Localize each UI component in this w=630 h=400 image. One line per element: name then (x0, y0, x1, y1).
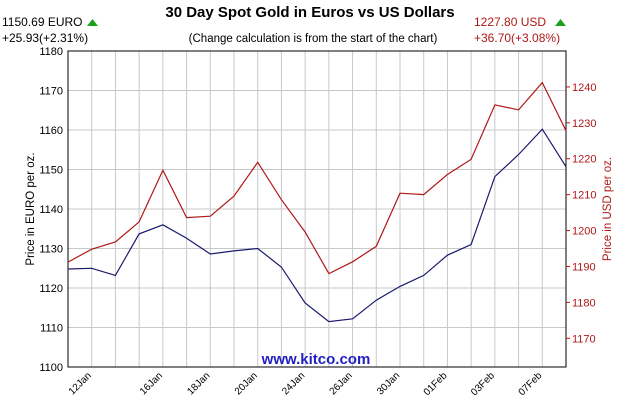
usd-price: 1227.80 USD (474, 15, 546, 29)
usd-up-arrow-icon (555, 19, 566, 26)
left-axis-ticks: 1100 1110 1120 1130 1140 1150 1160 1170 1180 (39, 46, 63, 374)
y-left-tick-label: 1150 (39, 165, 63, 177)
y-left-tick-label: 1100 (39, 362, 63, 374)
plot-area (67, 50, 567, 368)
y-left-axis-label: Price in EURO per oz. (25, 152, 37, 265)
y-left-tick-label: 1130 (39, 244, 63, 256)
chart-title: 30 Day Spot Gold in Euros vs US Dollars (165, 4, 454, 21)
series-line-euro (67, 128, 567, 323)
series-line-usd (67, 81, 567, 275)
y-left-tick-label: 1140 (39, 204, 63, 216)
x-tick-label: 20Jan (233, 370, 260, 397)
y-right-tick-label: 1200 (572, 226, 596, 238)
y-right-tick-label: 1220 (572, 154, 596, 166)
y-left-tick-label: 1160 (39, 125, 63, 137)
y-right-tick-label: 1240 (572, 82, 596, 94)
y-left-tick-label: 1120 (39, 283, 63, 295)
x-tick-label: 26Jan (328, 370, 355, 397)
usd-change: +36.70(+3.08%) (474, 31, 560, 45)
series (67, 81, 567, 323)
y-left-tick-label: 1180 (39, 46, 63, 58)
y-right-tick-label: 1180 (572, 297, 596, 309)
y-right-tick-label: 1190 (572, 261, 596, 273)
euro-up-arrow-icon (87, 19, 98, 26)
y-right-tick-label: 1210 (572, 190, 596, 202)
euro-change: +25.93(+2.31%) (2, 31, 88, 45)
y-right-axis-label: Price in USD per oz. (602, 157, 614, 261)
x-tick-label: 24Jan (280, 370, 307, 397)
x-tick-label: 30Jan (375, 370, 402, 397)
y-left-tick-label: 1110 (40, 323, 63, 335)
x-tick-label: 03Feb (469, 370, 497, 398)
y-left-tick-label: 1170 (39, 86, 63, 98)
x-tick-label: 07Feb (517, 370, 545, 398)
right-axis-ticks: 1170 1180 1190 1200 1210 1220 1230 1240 (566, 82, 596, 345)
x-tick-label: 18Jan (185, 370, 212, 397)
euro-price: 1150.69 EURO (2, 15, 83, 29)
y-right-tick-label: 1230 (572, 118, 596, 130)
x-axis-ticks: 12Jan 16Jan 18Jan 20Jan 24Jan 26Jan 30Jan 01Feb… (67, 370, 545, 398)
x-tick-label: 12Jan (67, 370, 94, 397)
watermark[interactable]: www.kitco.com (261, 351, 371, 368)
y-right-tick-label: 1170 (572, 333, 596, 345)
grid (68, 51, 566, 367)
x-tick-label: 01Feb (422, 370, 450, 398)
chart-subtitle: (Change calculation is from the start of… (189, 33, 438, 45)
x-tick-label: 16Jan (138, 370, 165, 397)
